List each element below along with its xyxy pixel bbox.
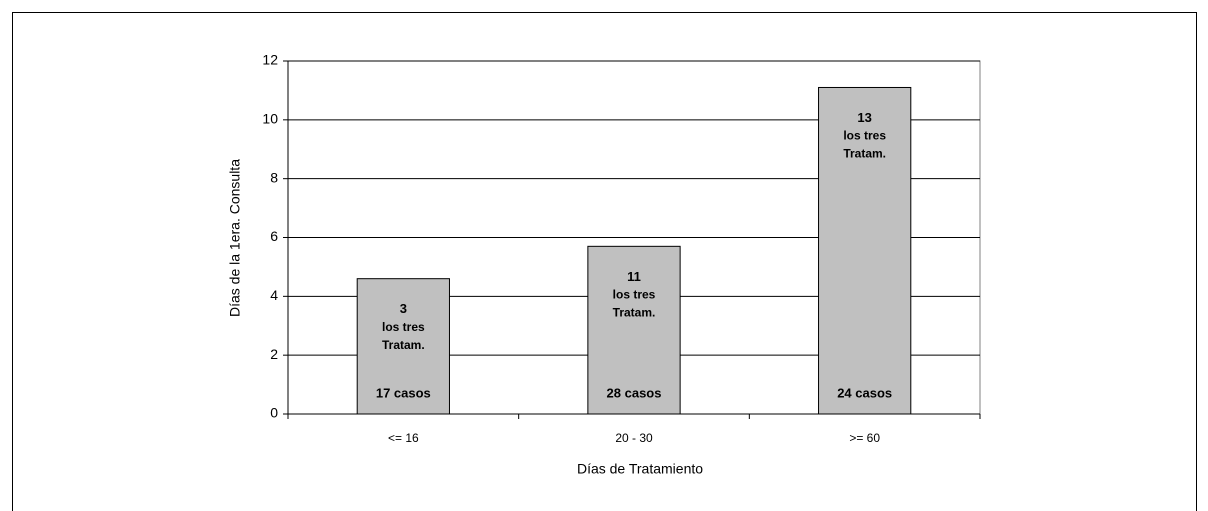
- y-tick-label: 6: [270, 228, 278, 244]
- bar-annotation: Tratam.: [382, 338, 425, 352]
- bar-annotation: los tres: [613, 287, 656, 301]
- y-tick-label: 4: [270, 287, 278, 303]
- x-tick-label: >= 60: [849, 431, 880, 445]
- y-tick-label: 0: [270, 405, 278, 421]
- bar-annotation: 13: [857, 110, 871, 125]
- bar-annotation: Tratam.: [843, 147, 886, 161]
- bar-cases: 28 casos: [607, 385, 662, 400]
- y-tick-label: 2: [270, 346, 278, 362]
- bar-annotation: 3: [400, 301, 407, 316]
- bar: [818, 86, 912, 415]
- y-tick-label: 12: [262, 52, 278, 68]
- y-tick-label: 10: [262, 111, 278, 127]
- frame: [12, 12, 1197, 511]
- x-tick-label: <= 16: [388, 431, 419, 445]
- bar-cases: 17 casos: [376, 385, 431, 400]
- bar-cases: 24 casos: [837, 385, 892, 400]
- y-tick-label: 8: [270, 169, 278, 185]
- bar-annotation: los tres: [843, 129, 886, 143]
- bar: [356, 278, 450, 415]
- bar-annotation: los tres: [382, 320, 425, 334]
- bar: [587, 245, 681, 415]
- y-axis-title: Días de la 1era. Consulta: [227, 159, 243, 317]
- bar-annotation: Tratam.: [613, 305, 656, 319]
- bar-annotation: 11: [627, 269, 641, 284]
- x-axis-title: Días de Tratamiento: [577, 461, 703, 477]
- x-tick-label: 20 - 30: [615, 431, 653, 445]
